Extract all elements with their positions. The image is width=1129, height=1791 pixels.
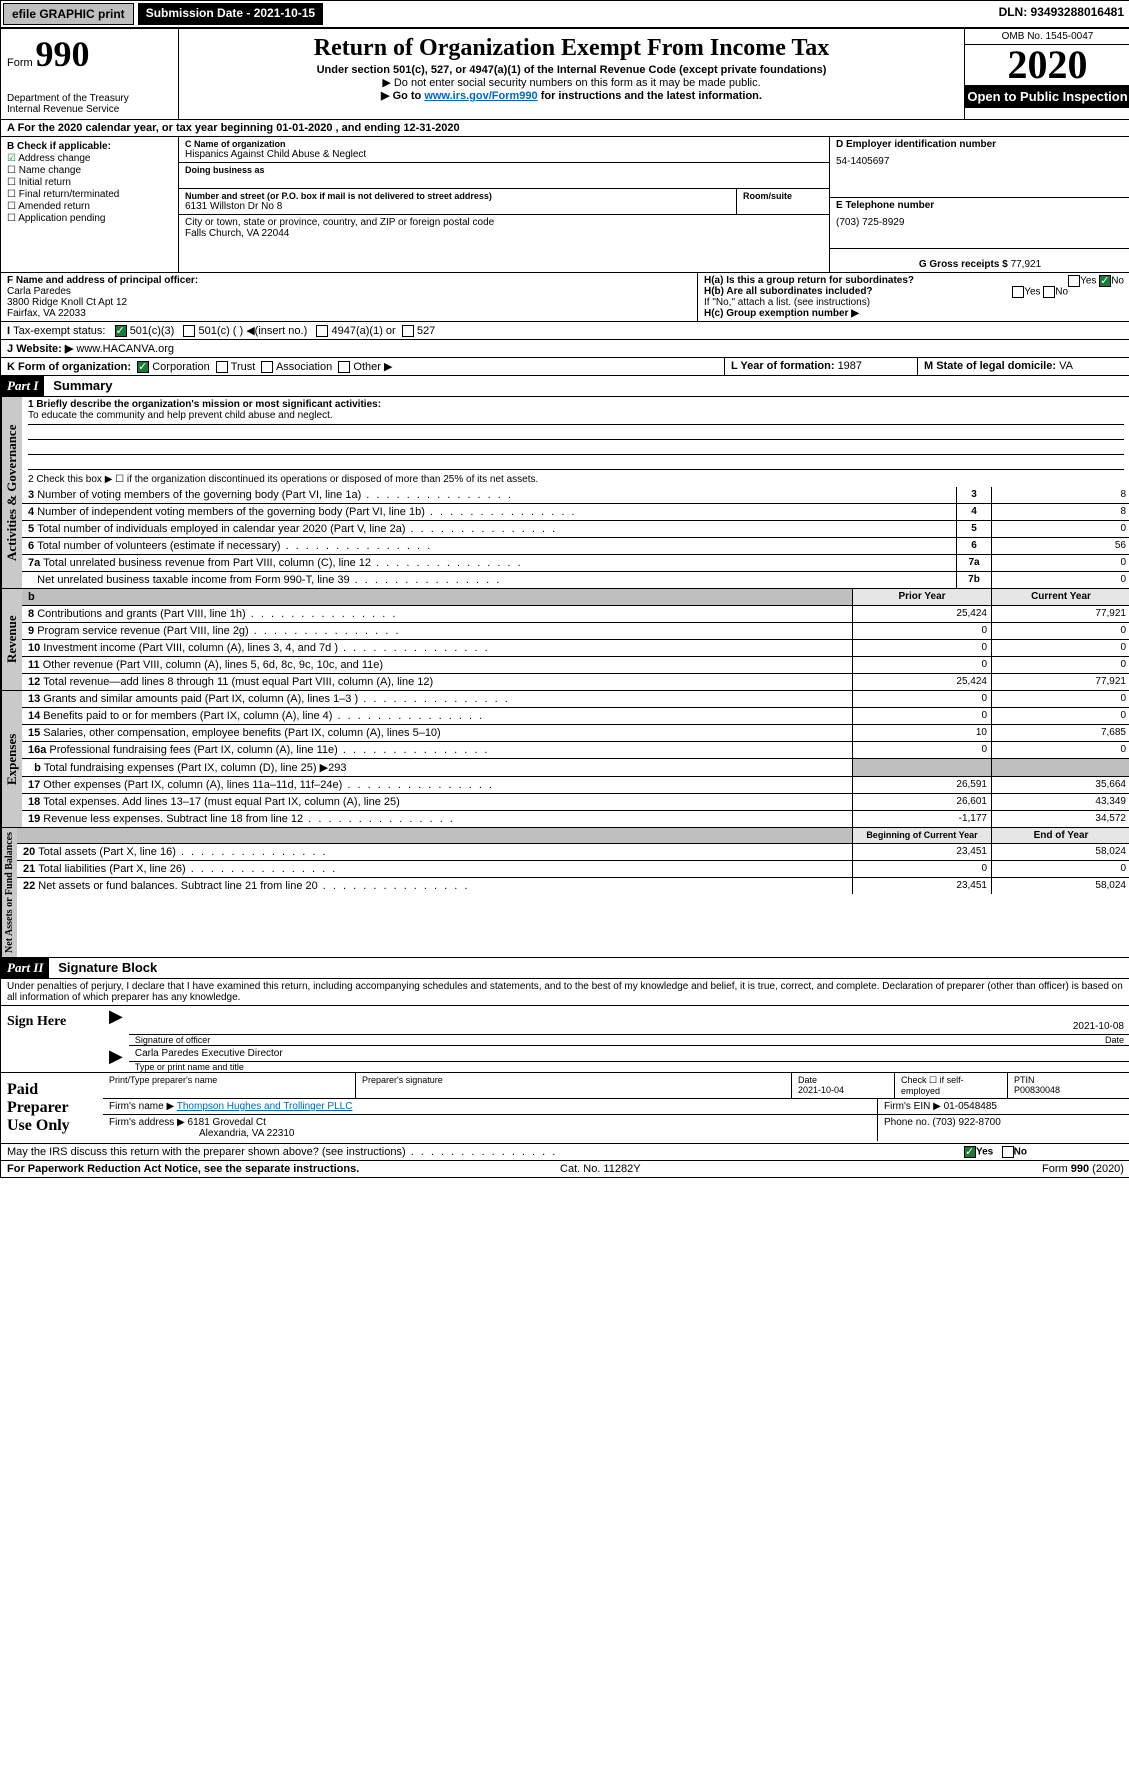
street-address: 6131 Willston Dr No 8 <box>185 201 730 212</box>
hdr-current: Current Year <box>991 589 1129 605</box>
phone-value: (703) 725-8929 <box>836 217 1124 228</box>
gross-receipts-label: G Gross receipts $ <box>919 259 1011 270</box>
sig-date: 2021-10-08 <box>1073 1021 1124 1032</box>
entity-block: B Check if applicable: Address change Na… <box>1 137 1129 273</box>
top-bar: efile GRAPHIC print Submission Date - 20… <box>1 1 1129 29</box>
c-name-label: C Name of organization <box>185 139 823 149</box>
irs-link[interactable]: www.irs.gov/Form990 <box>424 90 537 102</box>
submission-date: Submission Date - 2021-10-15 <box>138 3 323 25</box>
irs: Internal Revenue Service <box>7 104 172 115</box>
row-a-period: A For the 2020 calendar year, or tax yea… <box>1 120 1129 137</box>
chk-final-return[interactable]: Final return/terminated <box>7 189 172 200</box>
row-m: M State of legal domicile: VA <box>917 358 1129 375</box>
form-header: Form 990 Department of the Treasury Inte… <box>1 29 1129 120</box>
hb-question: H(b) Are all subordinates included? Yes … <box>704 286 1124 297</box>
ha-no-checked[interactable] <box>1099 275 1111 287</box>
form-ref: Form 990 (2020) <box>1042 1163 1124 1175</box>
c22: 58,024 <box>991 878 1129 894</box>
dept-treasury: Department of the Treasury <box>7 93 172 104</box>
city-state-zip: Falls Church, VA 22044 <box>185 228 823 239</box>
tax-year: 2020 <box>965 45 1129 85</box>
chk-corporation[interactable] <box>137 361 149 373</box>
firm-ein: 01-0548485 <box>944 1101 997 1112</box>
c8: 77,921 <box>991 606 1129 622</box>
c19: 34,572 <box>991 811 1129 827</box>
hc-question: H(c) Group exemption number ▶ <box>704 308 1124 319</box>
ein-label: D Employer identification number <box>836 139 1124 150</box>
chk-initial-return[interactable]: Initial return <box>7 177 172 188</box>
v6: 56 <box>991 538 1129 554</box>
chk-application-pending[interactable]: Application pending <box>7 213 172 224</box>
officer-name-title: Carla Paredes Executive Director <box>129 1046 1129 1062</box>
sign-here-block: Sign Here ▶ 2021-10-08 Signature of offi… <box>1 1006 1129 1073</box>
efile-print-btn[interactable]: efile GRAPHIC print <box>3 3 134 25</box>
discuss-question: May the IRS discuss this return with the… <box>1 1144 958 1160</box>
sig-officer-label: Signature of officer <box>135 1035 210 1045</box>
subtitle-2: ▶ Do not enter social security numbers o… <box>187 76 956 89</box>
discuss-yes[interactable] <box>964 1146 976 1158</box>
v7b: 0 <box>991 572 1129 588</box>
chk-amended[interactable]: Amended return <box>7 201 172 212</box>
paid-preparer-block: Paid Preparer Use Only Print/Type prepar… <box>1 1073 1129 1144</box>
mission-text: To educate the community and help preven… <box>28 410 1124 425</box>
tab-revenue: Revenue <box>1 589 22 690</box>
page-footer: For Paperwork Reduction Act Notice, see … <box>1 1161 1129 1177</box>
col-b-checkboxes: B Check if applicable: Address change Na… <box>1 137 179 272</box>
website: www.HACANVA.org <box>76 343 174 355</box>
hdr-prior: Prior Year <box>852 589 991 605</box>
ptin: P00830048 <box>1014 1085 1060 1095</box>
f-label: F Name and address of principal officer: <box>7 275 691 286</box>
tab-net-assets: Net Assets or Fund Balances <box>1 828 17 957</box>
row-j: J Website: ▶ www.HACANVA.org <box>1 340 1129 357</box>
row-k: K Form of organization: Corporation Trus… <box>1 358 724 375</box>
c12: 77,921 <box>991 674 1129 690</box>
row-l: L Year of formation: 1987 <box>724 358 917 375</box>
ein-value: 54-1405697 <box>836 156 1124 167</box>
officer-addr2: Fairfax, VA 22033 <box>7 308 691 319</box>
officer-addr1: 3800 Ridge Knoll Ct Apt 12 <box>7 297 691 308</box>
part-1-header: Part I Summary <box>1 376 1129 397</box>
addr-label: Number and street (or P.O. box if mail i… <box>185 191 730 201</box>
chk-address-change[interactable]: Address change <box>7 153 172 164</box>
ha-question: H(a) Is this a group return for subordin… <box>704 275 1124 286</box>
v4: 8 <box>991 504 1129 520</box>
firm-phone: (703) 922-8700 <box>932 1117 1000 1128</box>
q2: 2 Check this box ▶ ☐ if the organization… <box>22 472 1129 487</box>
row-fh: F Name and address of principal officer:… <box>1 273 1129 322</box>
phone-label: E Telephone number <box>836 200 1124 211</box>
dba-label: Doing business as <box>185 165 823 175</box>
q1-label: 1 Briefly describe the organization's mi… <box>28 399 1124 410</box>
form-title: Return of Organization Exempt From Incom… <box>187 35 956 62</box>
open-inspection: Open to Public Inspection <box>965 85 1129 108</box>
tab-expenses: Expenses <box>1 691 22 827</box>
form-number: 990 <box>35 34 89 74</box>
form-990-page: efile GRAPHIC print Submission Date - 20… <box>0 0 1129 1178</box>
hb-note: If "No," attach a list. (see instruction… <box>704 297 1124 308</box>
chk-name-change[interactable]: Name change <box>7 165 172 176</box>
v3: 8 <box>991 487 1129 503</box>
officer-name: Carla Paredes <box>7 286 691 297</box>
part-2-header: Part II Signature Block <box>1 958 1129 979</box>
org-name: Hispanics Against Child Abuse & Neglect <box>185 149 823 160</box>
v5: 0 <box>991 521 1129 537</box>
subtitle-3: ▶ Go to www.irs.gov/Form990 for instruct… <box>187 89 956 102</box>
city-label: City or town, state or province, country… <box>185 217 823 228</box>
room-label: Room/suite <box>743 191 823 201</box>
form-word: Form <box>7 57 33 69</box>
row-i: I Tax-exempt status: 501(c)(3) 501(c) ( … <box>1 322 1129 339</box>
perjury-statement: Under penalties of perjury, I declare th… <box>1 979 1129 1006</box>
firm-name-link[interactable]: Thompson Hughes and Trollinger PLLC <box>177 1101 353 1112</box>
subtitle-1: Under section 501(c), 527, or 4947(a)(1)… <box>187 64 956 76</box>
gross-receipts-value: 77,921 <box>1011 259 1042 270</box>
v7a: 0 <box>991 555 1129 571</box>
dln: DLN: 93493288016481 <box>993 1 1129 27</box>
chk-501c3[interactable] <box>115 325 127 337</box>
tab-activities-governance: Activities & Governance <box>1 397 22 588</box>
